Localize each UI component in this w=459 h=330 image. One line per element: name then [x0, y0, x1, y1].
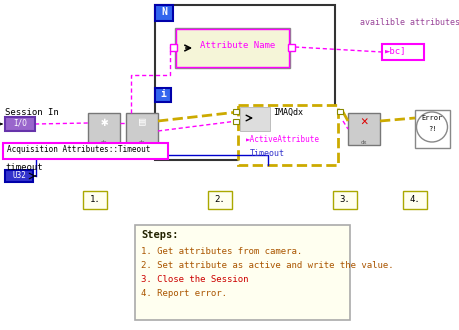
Text: Attribute Name: Attribute Name — [200, 41, 275, 50]
Text: N: N — [161, 7, 167, 17]
Text: U32: U32 — [12, 171, 26, 180]
Bar — [5, 117, 35, 131]
Text: IMAQdx: IMAQdx — [273, 108, 303, 117]
Bar — [155, 5, 335, 160]
Text: ✱: ✱ — [100, 116, 108, 129]
Bar — [337, 109, 343, 114]
Text: dx: dx — [361, 140, 367, 145]
Bar — [333, 191, 357, 209]
Text: Error: Error — [421, 115, 442, 121]
Text: Session In: Session In — [5, 108, 59, 117]
Text: Steps:: Steps: — [141, 230, 179, 240]
Bar — [3, 143, 168, 159]
Bar — [382, 44, 424, 60]
Bar — [126, 113, 158, 145]
Text: I/O: I/O — [13, 118, 27, 127]
Text: Acquisition Attributes::Timeout: Acquisition Attributes::Timeout — [7, 145, 151, 154]
Text: timeout: timeout — [5, 163, 43, 172]
Bar — [155, 88, 171, 102]
Bar — [155, 5, 173, 21]
Bar — [170, 44, 177, 51]
Text: ?!: ?! — [428, 126, 436, 132]
Text: dx: dx — [139, 140, 145, 145]
Text: 2.: 2. — [215, 195, 225, 205]
Text: 3. Close the Session: 3. Close the Session — [141, 275, 248, 284]
Bar — [233, 119, 239, 124]
Bar — [403, 191, 427, 209]
Text: availible attributes: availible attributes — [360, 18, 459, 27]
Text: 1. Get attributes from camera.: 1. Get attributes from camera. — [141, 247, 302, 256]
Bar — [175, 28, 290, 68]
Bar — [238, 105, 338, 165]
Bar — [176, 29, 289, 67]
Text: Timeout: Timeout — [250, 149, 285, 158]
Text: 2. Set attribute as active and write the value.: 2. Set attribute as active and write the… — [141, 261, 394, 270]
Ellipse shape — [416, 112, 448, 142]
Text: dx: dx — [101, 140, 107, 145]
Bar — [415, 110, 450, 148]
Bar — [135, 225, 350, 320]
Text: ▤: ▤ — [139, 116, 146, 126]
Bar — [5, 170, 33, 182]
Text: ►bc]: ►bc] — [385, 46, 407, 55]
Text: 1.: 1. — [90, 195, 101, 205]
Text: i: i — [160, 89, 166, 99]
Bar — [233, 109, 239, 114]
Text: 4. Report error.: 4. Report error. — [141, 289, 227, 298]
Bar — [83, 191, 107, 209]
Text: ✕: ✕ — [360, 116, 368, 129]
Bar — [88, 113, 120, 145]
Bar — [348, 113, 380, 145]
Text: 3.: 3. — [340, 195, 350, 205]
Text: ►ActiveAttribute: ►ActiveAttribute — [246, 135, 320, 144]
Bar — [240, 107, 270, 131]
Bar — [208, 191, 232, 209]
Bar — [288, 44, 295, 51]
Text: 4.: 4. — [409, 195, 420, 205]
